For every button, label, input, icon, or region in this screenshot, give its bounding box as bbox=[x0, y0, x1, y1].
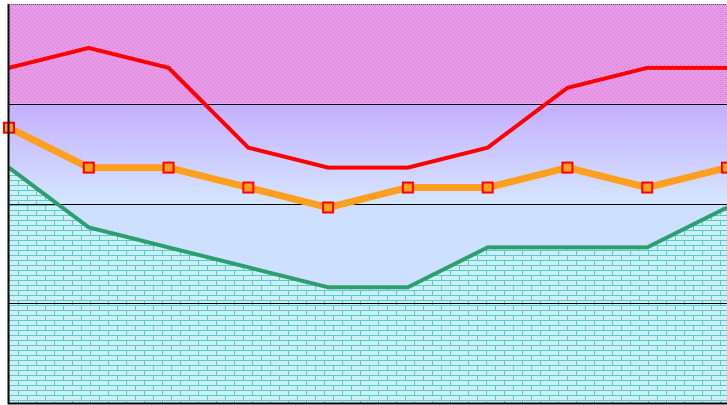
data-point-2-8 bbox=[561, 161, 574, 174]
data-point-2-6 bbox=[401, 181, 414, 194]
background-band-1 bbox=[9, 4, 727, 104]
data-point-2-7 bbox=[481, 181, 494, 194]
data-point-2-3 bbox=[162, 161, 175, 174]
data-point-2-5 bbox=[322, 201, 335, 214]
series-line-2 bbox=[7, 124, 727, 212]
series-line-3 bbox=[7, 165, 727, 290]
data-point-2-9 bbox=[641, 181, 654, 194]
data-point-2-4 bbox=[242, 181, 255, 194]
data-point-2-10 bbox=[721, 161, 727, 174]
series-line-1 bbox=[8, 45, 727, 170]
data-point-2-2 bbox=[82, 161, 95, 174]
hatched-area bbox=[9, 167, 727, 403]
background-band-2 bbox=[9, 103, 727, 204]
